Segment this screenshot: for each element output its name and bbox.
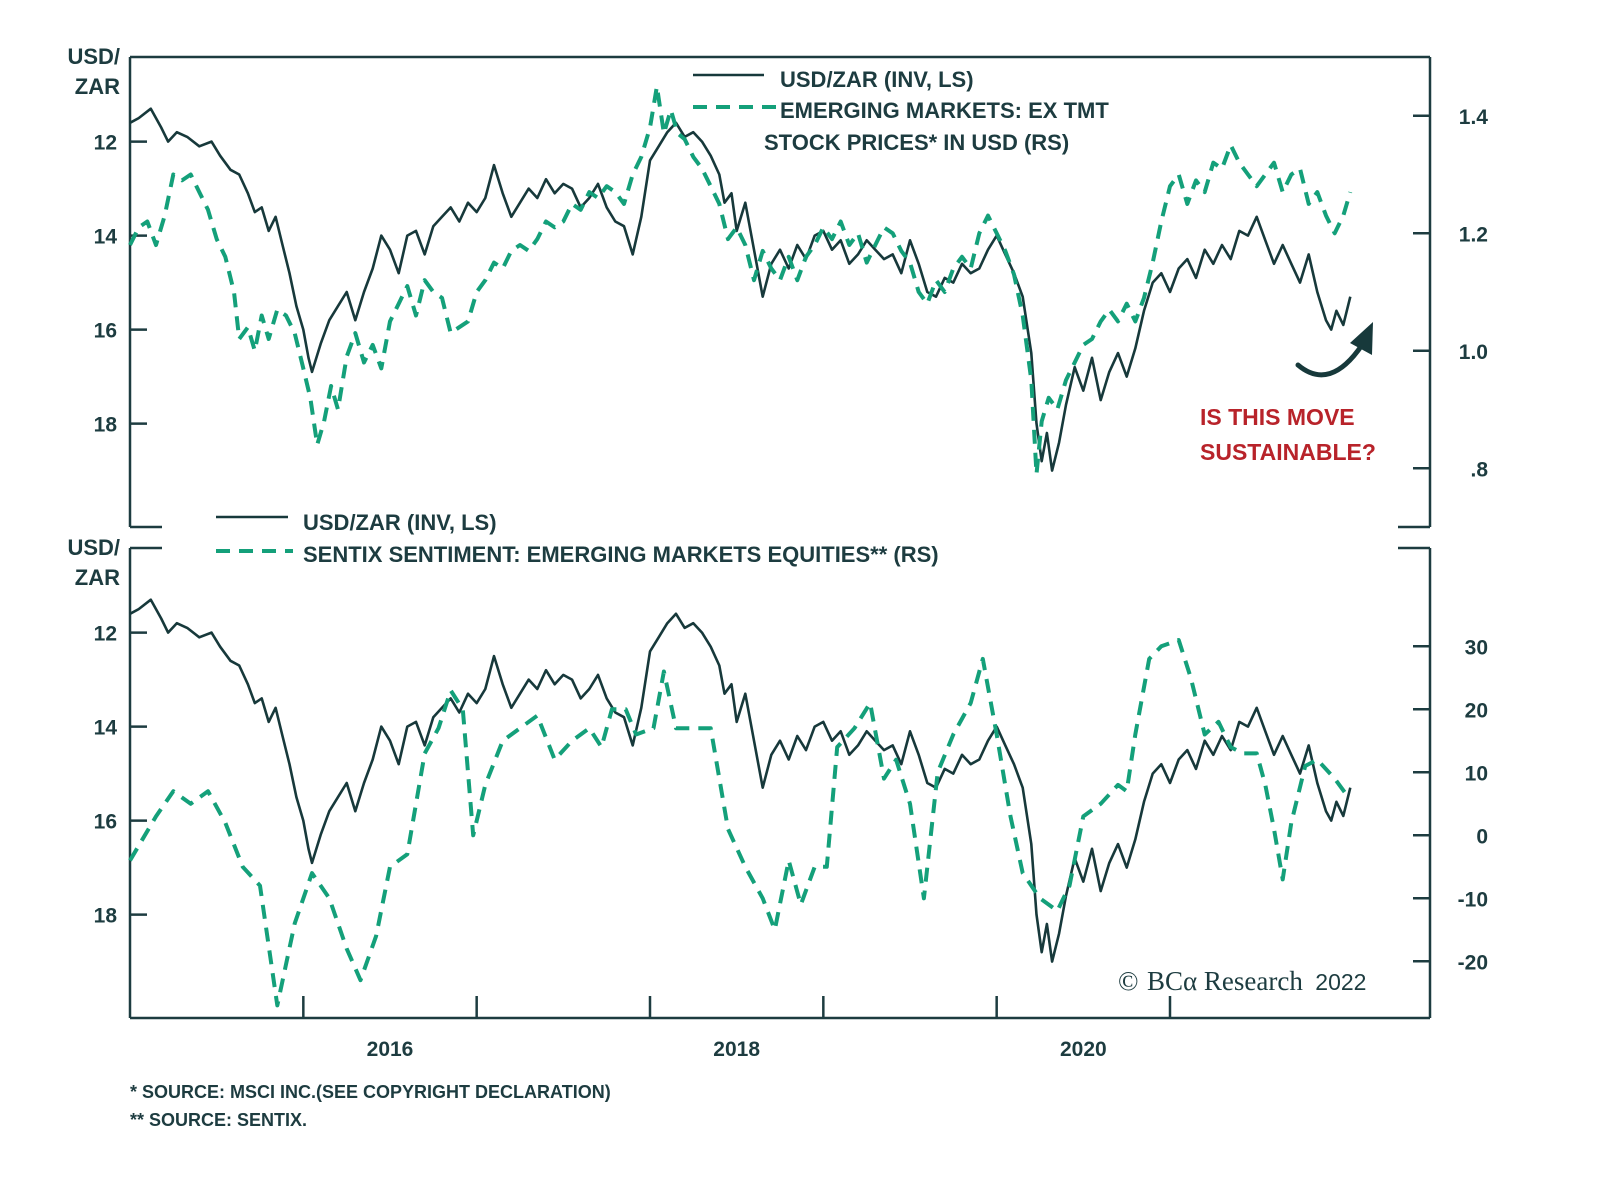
right-tick-label: 10 <box>1465 762 1488 785</box>
left-tick-label: 18 <box>94 905 118 928</box>
legend-label-usdzar-bottom: USD/ZAR (INV, LS) <box>303 510 497 535</box>
x-tick-label: 2016 <box>367 1038 414 1061</box>
right-tick-label: 1.2 <box>1459 223 1488 246</box>
footnote-sentix: ** SOURCE: SENTIX. <box>130 1110 307 1130</box>
left-tick-label: 12 <box>94 623 117 646</box>
legend-label-em-stocks-line1: EMERGING MARKETS: EX TMT <box>780 98 1109 123</box>
right-tick-label: 20 <box>1465 699 1488 722</box>
annotation-text-line1: IS THIS MOVE <box>1200 404 1355 430</box>
top-legend: USD/ZAR (INV, LS) EMERGING MARKETS: EX T… <box>693 67 1109 155</box>
left-tick-label: 14 <box>94 717 118 740</box>
top-panel: USD/ ZAR 12 14 16 18 1.4 1.2 1.0 .8 USD/ZAR (IN… <box>67 44 1489 529</box>
copyright-year: 2022 <box>1315 969 1366 995</box>
right-tick-label: 1.4 <box>1459 106 1489 129</box>
copyright-symbol: © <box>1118 966 1139 996</box>
left-tick-label: 12 <box>94 132 117 155</box>
copyright-brand: BCα Research <box>1147 966 1303 996</box>
top-axes: 12 14 16 18 1.4 1.2 1.0 .8 <box>94 55 1489 529</box>
series-usdzar-line <box>129 107 1352 472</box>
footnote-msci: * SOURCE: MSCI INC.(SEE COPYRIGHT DECLAR… <box>130 1082 611 1102</box>
annotation-text-line2: SUSTAINABLE? <box>1200 439 1376 465</box>
legend-label-usdzar: USD/ZAR (INV, LS) <box>780 67 974 92</box>
svg-text:© BCα Research: © BCα Research 2022 <box>1118 966 1366 996</box>
series-sentix-sentiment-line <box>128 638 1351 1008</box>
bottom-legend: USD/ZAR (INV, LS) SENTIX SENTIMENT: EMER… <box>216 510 939 567</box>
legend-label-sentix: SENTIX SENTIMENT: EMERGING MARKETS EQUIT… <box>303 542 939 567</box>
right-tick-label: 1.0 <box>1459 341 1488 364</box>
series-usdzar-line <box>129 598 1352 963</box>
left-tick-label: 18 <box>94 414 118 437</box>
left-tick-label: 16 <box>94 320 117 343</box>
top-left-unit-label-line1: USD/ <box>67 44 120 69</box>
annotation-arrow-icon <box>1295 322 1373 378</box>
x-tick-label: 2018 <box>713 1038 760 1061</box>
bottom-panel: USD/ ZAR 12 14 16 18 30 20 10 0 -10 -20 USD/ZAR (… <box>67 510 1488 1020</box>
top-left-unit-label-line2: ZAR <box>75 74 120 99</box>
bottom-left-unit-label-line2: ZAR <box>75 565 120 590</box>
series-em-stock-prices-line <box>128 84 1353 477</box>
bottom-axes: 12 14 16 18 30 20 10 0 -10 -20 <box>94 546 1488 1020</box>
right-tick-label: .8 <box>1470 458 1488 481</box>
right-tick-label: -20 <box>1458 951 1488 974</box>
right-tick-label: 30 <box>1465 636 1488 659</box>
copyright: © BCα Research 2022 <box>1118 966 1366 996</box>
bottom-left-unit-label-line1: USD/ <box>67 535 120 560</box>
legend-label-em-stocks-line2: STOCK PRICES* IN USD (RS) <box>764 130 1069 155</box>
top-series <box>128 84 1353 477</box>
right-tick-label: -10 <box>1458 888 1488 911</box>
x-tick-label: 2020 <box>1060 1038 1107 1061</box>
left-tick-label: 16 <box>94 811 117 834</box>
x-axis: 2016 2018 2020 <box>302 996 1172 1061</box>
right-tick-label: 0 <box>1476 825 1488 848</box>
bottom-series <box>128 598 1352 1008</box>
left-tick-label: 14 <box>94 226 118 249</box>
